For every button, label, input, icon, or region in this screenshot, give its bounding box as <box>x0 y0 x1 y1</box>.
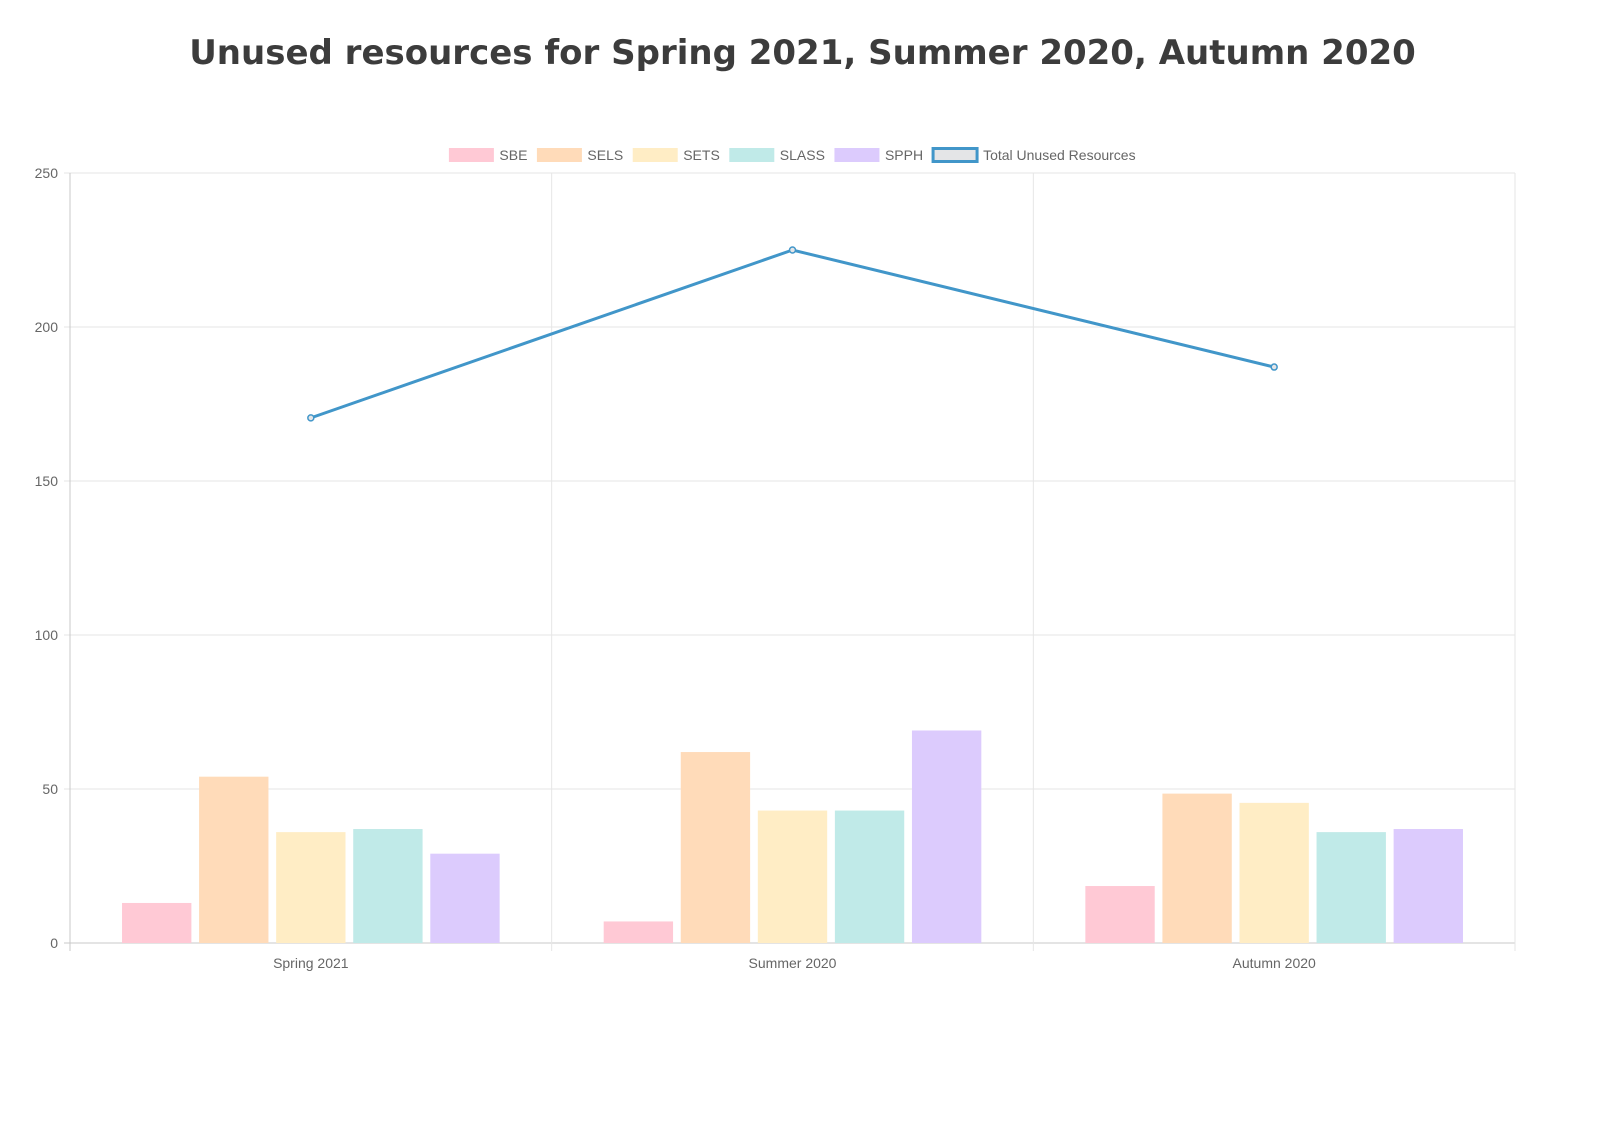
x-tick-label: Autumn 2020 <box>1233 955 1316 971</box>
bar-slass[interactable] <box>353 829 423 943</box>
x-tick-label: Spring 2021 <box>273 955 349 971</box>
legend-swatch <box>632 148 678 162</box>
legend-item-slass[interactable]: SLASS <box>729 147 825 163</box>
bar-slass[interactable] <box>1316 832 1386 943</box>
bar-spph[interactable] <box>911 730 982 943</box>
legend-label: SETS <box>683 147 720 163</box>
legend-label: SBE <box>499 147 527 163</box>
x-tick-label: Summer 2020 <box>749 955 837 971</box>
bar-sbe[interactable] <box>603 921 674 943</box>
line-total-unused-resources <box>310 248 1275 420</box>
bar-sets[interactable] <box>276 832 346 943</box>
legend-item-sels[interactable]: SELS <box>536 147 623 163</box>
bar-sels[interactable] <box>1162 793 1232 943</box>
legend-label: SPPH <box>885 147 923 163</box>
legend-item-total-unused-resources[interactable]: Total Unused Resources <box>931 147 1136 163</box>
legend-swatch <box>448 148 494 162</box>
bar-sbe[interactable] <box>1085 886 1155 943</box>
bar-sbe[interactable] <box>122 902 192 943</box>
y-tick-label: 200 <box>35 319 59 335</box>
bars-layer <box>122 730 1463 943</box>
legend-item-sbe[interactable]: SBE <box>448 147 527 163</box>
bar-slass[interactable] <box>834 810 905 943</box>
bar-sets[interactable] <box>757 810 828 943</box>
legend-swatch <box>834 148 880 162</box>
line-point[interactable] <box>788 246 797 254</box>
bar-spph[interactable] <box>1393 829 1463 943</box>
legend-swatch <box>536 148 582 162</box>
legend-label: SLASS <box>780 147 825 163</box>
bar-spph[interactable] <box>430 853 500 943</box>
bar-sets[interactable] <box>1239 802 1309 943</box>
chart-title: Unused resources for Spring 2021, Summer… <box>189 33 1416 73</box>
y-tick-label: 250 <box>35 165 59 181</box>
legend-swatch <box>729 148 775 162</box>
line-point[interactable] <box>307 414 315 422</box>
legend-label: Total Unused Resources <box>983 147 1136 163</box>
legend-label: SELS <box>587 147 623 163</box>
y-tick-label: 150 <box>35 473 59 489</box>
legend-item-spph[interactable]: SPPH <box>834 147 923 163</box>
bar-sels[interactable] <box>680 752 751 943</box>
legend-layer: SBE SELS SETS SLASS SPPH Total Unused Resourc… <box>448 147 1136 163</box>
legend-swatch <box>931 147 979 163</box>
line-point[interactable] <box>1270 363 1278 371</box>
axis-layer: 0 50 100 150 200 250 Spring 2021 Summer 2020 Aut… <box>35 165 1316 971</box>
bar-sels[interactable] <box>199 776 269 943</box>
y-tick-label: 0 <box>50 935 58 951</box>
y-tick-label: 100 <box>35 627 59 643</box>
y-tick-label: 50 <box>42 781 58 797</box>
grid-layer <box>64 172 1516 951</box>
line-layer <box>307 246 1278 422</box>
legend-item-sets[interactable]: SETS <box>632 147 720 163</box>
